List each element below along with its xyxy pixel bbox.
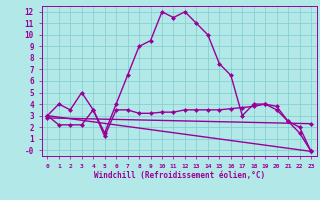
X-axis label: Windchill (Refroidissement éolien,°C): Windchill (Refroidissement éolien,°C) — [94, 171, 265, 180]
